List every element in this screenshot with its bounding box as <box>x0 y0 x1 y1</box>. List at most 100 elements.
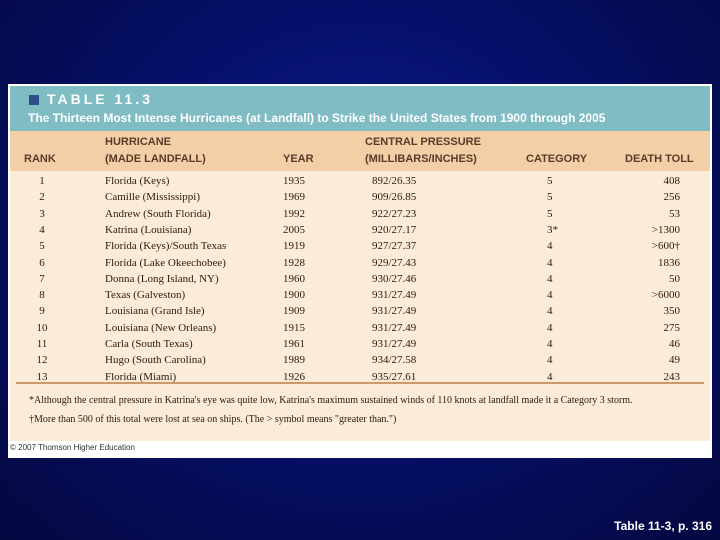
cell-category: 5 <box>547 191 553 204</box>
cell-category: 4 <box>547 321 553 334</box>
cell-pressure: 909/26.85 <box>372 191 417 204</box>
cell-death-toll: 256 <box>663 191 681 204</box>
table-row: 11 Carla (South Texas) 1961 931/27.49 4 46 <box>10 336 710 352</box>
table-row: 6 Florida (Lake Okeechobee) 1928 929/27.43 4… <box>10 255 710 271</box>
footnote-divider <box>16 382 704 384</box>
table-row: 13 Florida (Miami) 1926 935/27.61 4 243 <box>10 369 710 385</box>
cell-death-toll: >600† <box>651 240 680 253</box>
cell-category: 4 <box>547 256 553 269</box>
cell-category: 4 <box>547 370 553 383</box>
cell-hurricane: Andrew (South Florida) <box>105 207 211 220</box>
table-row: 12 Hugo (South Carolina) 1989 934/27.58 4 49 <box>10 352 710 368</box>
cell-death-toll: 1836 <box>658 256 680 269</box>
cell-rank: 1 <box>39 175 45 187</box>
cell-death-toll: 275 <box>663 321 681 334</box>
cell-year: 1961 <box>283 338 305 350</box>
cell-category: 4 <box>547 240 553 253</box>
table-row: 7 Donna (Long Island, NY) 1960 930/27.46 4 50 <box>10 271 710 287</box>
header-pressure-line1: CENTRAL PRESSURE <box>365 136 481 148</box>
cell-hurricane: Florida (Keys) <box>105 175 170 187</box>
table-row: 8 Texas (Galveston) 1900 931/27.49 4 >6000 <box>10 287 710 303</box>
cell-category: 4 <box>547 272 553 285</box>
cell-pressure: 930/27.46 <box>372 272 417 285</box>
cell-hurricane: Florida (Keys)/South Texas <box>105 240 227 253</box>
cell-death-toll: 350 <box>663 305 681 318</box>
cell-death-toll: >6000 <box>651 289 680 302</box>
table-row: 9 Louisiana (Grand Isle) 1909 931/27.49 4 350 <box>10 303 710 319</box>
cell-pressure: 927/27.37 <box>372 240 417 253</box>
cell-rank: 13 <box>36 370 48 383</box>
cell-category: 4 <box>547 305 553 318</box>
cell-death-toll: 49 <box>669 354 680 367</box>
cell-category: 4 <box>547 354 553 367</box>
cell-year: 1969 <box>283 191 305 204</box>
cell-rank: 4 <box>39 223 45 236</box>
cell-death-toll: 50 <box>669 272 680 285</box>
copyright-band: © 2007 Thomson Higher Education <box>10 441 710 456</box>
hurricane-table: TABLE 11.3 The Thirteen Most Intense Hur… <box>10 86 710 456</box>
table-header: RANK HURRICANE (MADE LANDFALL) YEAR CENT… <box>10 131 710 171</box>
header-category: CATEGORY <box>526 153 588 165</box>
cell-rank: 5 <box>39 240 45 253</box>
cell-rank: 7 <box>39 272 45 285</box>
cell-year: 1960 <box>283 272 305 285</box>
header-death-toll: DEATH TOLL <box>625 153 694 165</box>
table-row: 10 Louisiana (New Orleans) 1915 931/27.49 4 2… <box>10 320 710 336</box>
cell-category: 5 <box>547 175 553 187</box>
cell-rank: 2 <box>39 191 45 204</box>
cell-pressure: 929/27.43 <box>372 256 417 269</box>
cell-year: 1909 <box>283 305 305 318</box>
cell-pressure: 934/27.58 <box>372 354 417 367</box>
cell-death-toll: 243 <box>663 370 681 383</box>
square-bullet-icon <box>29 95 39 105</box>
table-title-band: TABLE 11.3 The Thirteen Most Intense Hur… <box>10 86 710 131</box>
cell-death-toll: 46 <box>669 338 680 350</box>
cell-year: 1900 <box>283 289 305 302</box>
cell-hurricane: Hugo (South Carolina) <box>105 354 206 367</box>
table-label: TABLE 11.3 <box>47 91 153 107</box>
cell-hurricane: Camille (Mississippi) <box>105 191 201 204</box>
cell-pressure: 922/27.23 <box>372 207 417 220</box>
cell-hurricane: Katrina (Louisiana) <box>105 223 192 236</box>
cell-pressure: 935/27.61 <box>372 370 417 383</box>
table-caption: The Thirteen Most Intense Hurricanes (at… <box>28 111 606 125</box>
table-row: 3 Andrew (South Florida) 1992 922/27.23 5 53 <box>10 206 710 222</box>
header-hurricane-line2: (MADE LANDFALL) <box>105 153 206 165</box>
cell-pressure: 931/27.49 <box>372 305 417 318</box>
cell-death-toll: 408 <box>663 175 681 187</box>
header-pressure-line2: (MILLIBARS/INCHES) <box>365 153 477 165</box>
table-row: 2 Camille (Mississippi) 1969 909/26.85 5 256 <box>10 189 710 205</box>
cell-hurricane: Louisiana (New Orleans) <box>105 321 217 334</box>
cell-year: 1992 <box>283 207 305 220</box>
cell-pressure: 892/26.35 <box>372 175 417 187</box>
footnote-lost-at-sea: †More than 500 of this total were lost a… <box>29 414 397 425</box>
cell-death-toll: 53 <box>669 207 680 220</box>
cell-year: 1935 <box>283 175 305 187</box>
cell-year: 2005 <box>283 223 305 236</box>
cell-hurricane: Texas (Galveston) <box>105 289 186 302</box>
cell-category: 3* <box>547 223 558 236</box>
slide-reference: Table 11-3, p. 316 <box>614 519 712 533</box>
cell-hurricane: Donna (Long Island, NY) <box>105 272 219 285</box>
cell-hurricane: Florida (Lake Okeechobee) <box>105 256 226 269</box>
cell-year: 1928 <box>283 256 305 269</box>
cell-hurricane: Carla (South Texas) <box>105 338 193 350</box>
copyright-text: © 2007 Thomson Higher Education <box>10 443 135 452</box>
footnote-katrina: *Although the central pressure in Katrin… <box>29 395 633 406</box>
cell-rank: 10 <box>36 321 48 334</box>
cell-hurricane: Florida (Miami) <box>105 370 177 383</box>
cell-hurricane: Louisiana (Grand Isle) <box>105 305 205 318</box>
table-row: 1 Florida (Keys) 1935 892/26.35 5 408 <box>10 173 710 189</box>
table-row: 4 Katrina (Louisiana) 2005 920/27.17 3* >1300 <box>10 222 710 238</box>
cell-year: 1915 <box>283 321 305 334</box>
cell-rank: 12 <box>36 354 48 367</box>
cell-category: 5 <box>547 207 553 220</box>
table-image-frame: TABLE 11.3 The Thirteen Most Intense Hur… <box>8 84 712 458</box>
cell-rank: 9 <box>39 305 45 318</box>
cell-pressure: 931/27.49 <box>372 338 417 350</box>
cell-year: 1926 <box>283 370 305 383</box>
cell-category: 4 <box>547 338 553 350</box>
table-row: 5 Florida (Keys)/South Texas 1919 927/27.37… <box>10 238 710 254</box>
cell-pressure: 931/27.49 <box>372 289 417 302</box>
header-hurricane-line1: HURRICANE <box>105 136 171 148</box>
